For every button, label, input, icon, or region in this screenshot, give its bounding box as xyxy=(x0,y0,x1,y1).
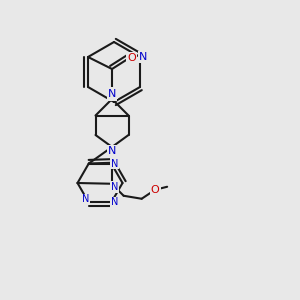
Text: O: O xyxy=(151,185,160,195)
Text: N: N xyxy=(82,194,89,205)
Text: N: N xyxy=(111,158,118,169)
Text: O: O xyxy=(127,53,136,64)
Text: N: N xyxy=(139,52,147,62)
Text: N: N xyxy=(108,89,116,100)
Text: F: F xyxy=(111,88,117,98)
Text: N: N xyxy=(108,146,116,157)
Text: N: N xyxy=(111,182,118,192)
Text: N: N xyxy=(111,197,118,208)
